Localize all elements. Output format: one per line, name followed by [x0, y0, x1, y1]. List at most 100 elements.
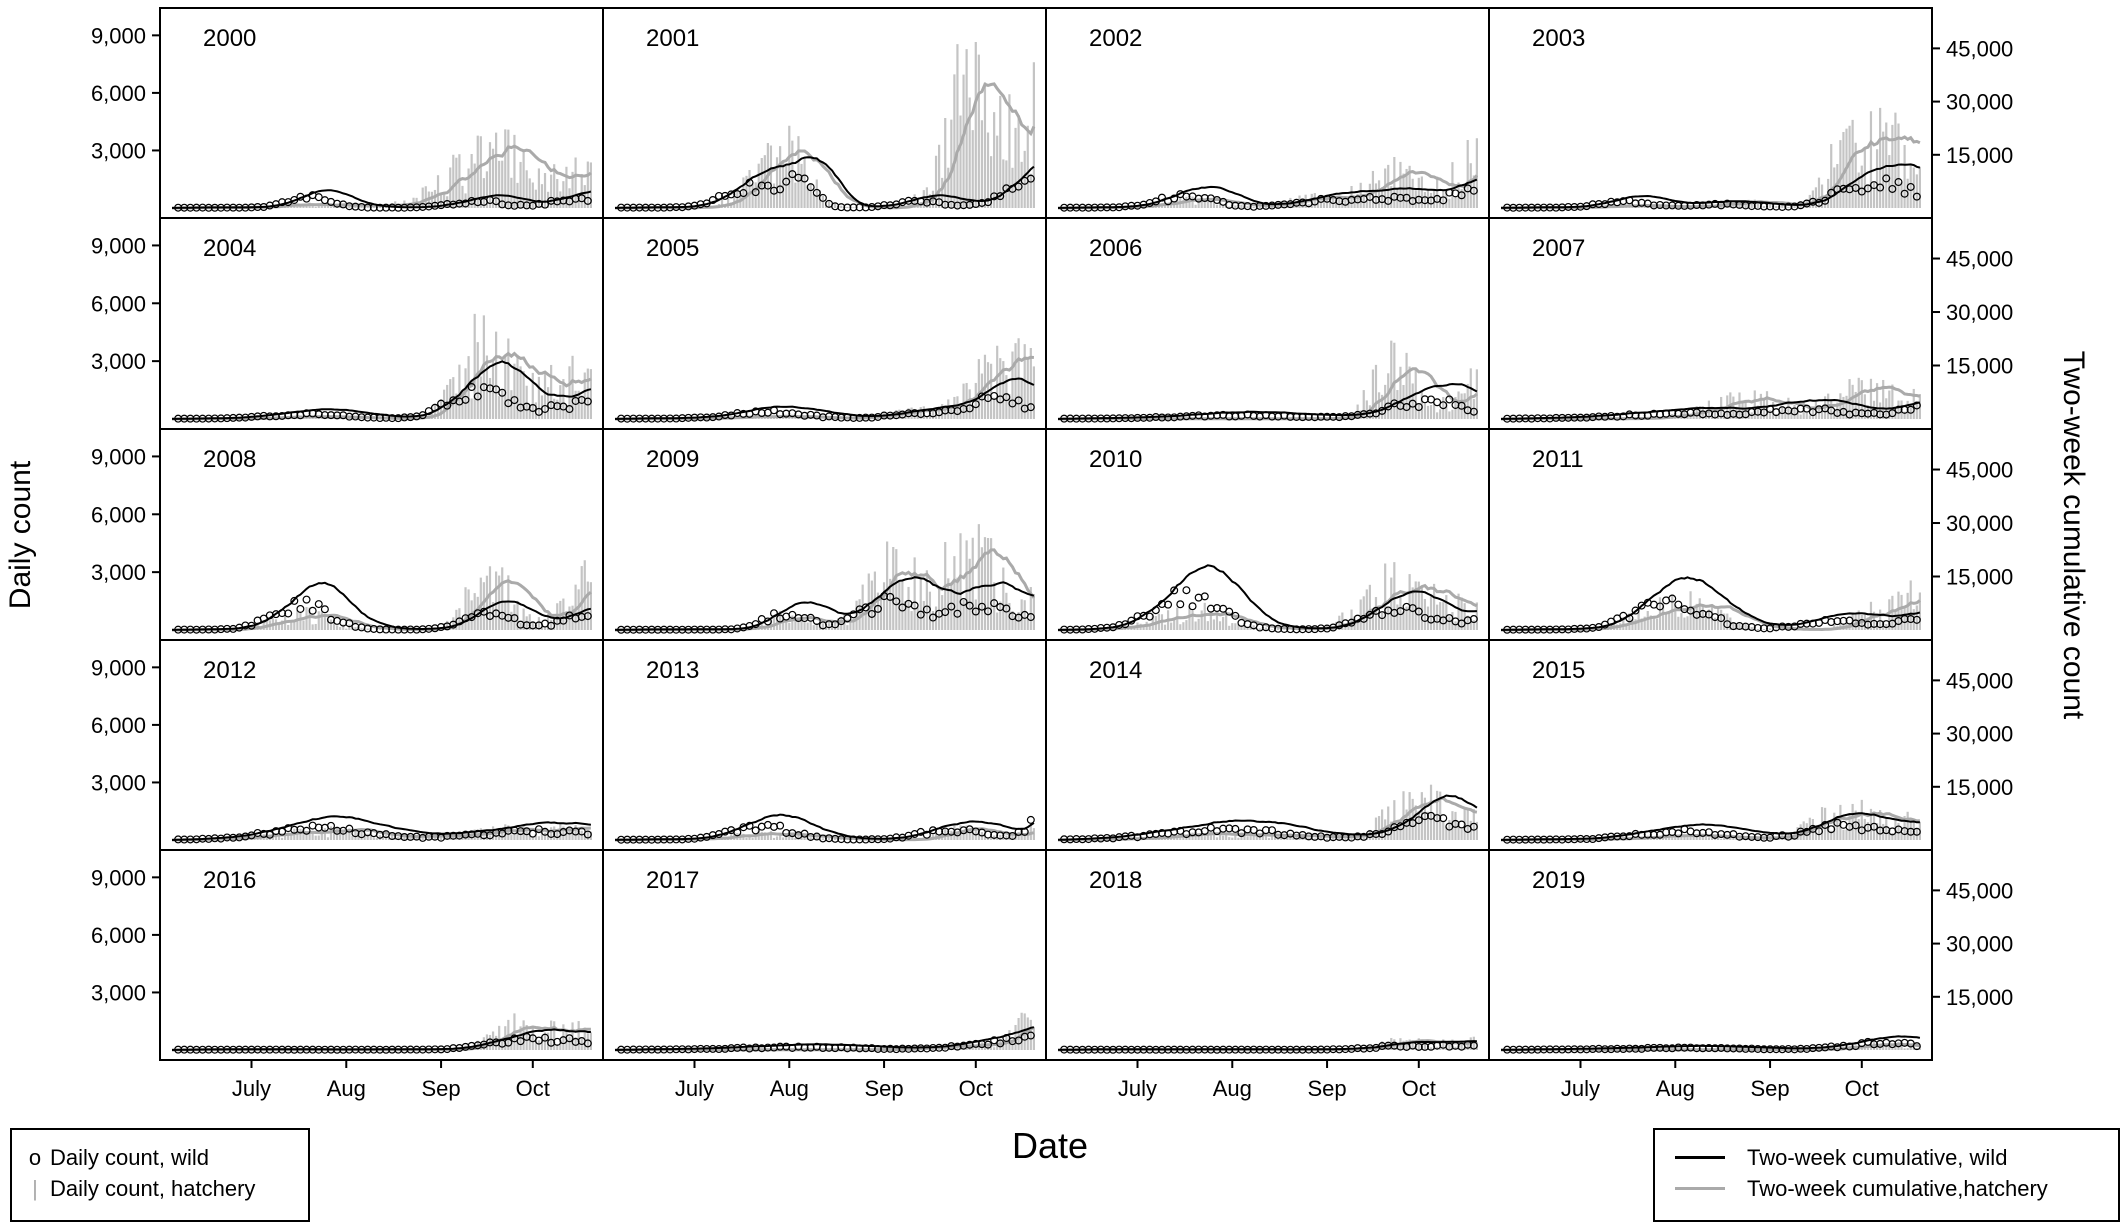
- wild-point: [223, 833, 232, 842]
- wild-point: [855, 835, 864, 844]
- wild-point: [1759, 408, 1768, 417]
- wild-point: [345, 619, 354, 628]
- wild-point: [400, 1045, 409, 1054]
- wild-point: [473, 1041, 482, 1050]
- wild-point: [510, 614, 519, 623]
- wild-point: [1090, 624, 1099, 633]
- wild-point: [898, 603, 907, 612]
- wild-point: [617, 203, 626, 212]
- wild-point: [1796, 1044, 1805, 1053]
- wild-point: [1588, 413, 1597, 422]
- wild-point: [1686, 606, 1695, 615]
- wild-point: [583, 612, 592, 621]
- wild-point: [647, 625, 656, 634]
- wild-point: [1772, 831, 1781, 840]
- wild-point: [1170, 827, 1179, 836]
- wild-point: [1607, 197, 1616, 206]
- wild-point: [800, 829, 809, 838]
- wild-point: [635, 414, 644, 423]
- wild-point: [1900, 1038, 1909, 1047]
- legend-label-hatchery-daily: Daily count, hatchery: [50, 1175, 256, 1201]
- y2-tick-label: 15,000: [1946, 985, 2013, 1010]
- wild-point: [1558, 1045, 1567, 1054]
- wild-point: [1469, 615, 1478, 624]
- wild-point: [479, 607, 488, 616]
- wild-point: [547, 621, 556, 630]
- wild-point: [553, 402, 562, 411]
- wild-point: [326, 821, 335, 830]
- wild-point: [653, 414, 662, 423]
- wild-point: [714, 191, 723, 200]
- wild-point: [1600, 1045, 1609, 1054]
- wild-point: [1827, 188, 1836, 197]
- wild-point: [1870, 1040, 1879, 1049]
- wild-point: [647, 414, 656, 423]
- wild-point: [504, 399, 513, 408]
- wild-point: [1772, 623, 1781, 632]
- wild-point: [910, 601, 919, 610]
- wild-point: [849, 413, 858, 422]
- wild-point: [1643, 1043, 1652, 1052]
- panel-year-label: 2006: [1089, 235, 1142, 262]
- wild-point: [641, 625, 650, 634]
- wild-point: [843, 413, 852, 422]
- wild-point: [647, 1045, 656, 1054]
- wild-point: [180, 1045, 189, 1054]
- wild-point: [1711, 1044, 1720, 1053]
- wild-point: [369, 203, 378, 212]
- wild-point: [1237, 829, 1246, 838]
- wild-points-2016: [174, 1032, 592, 1054]
- wild-point: [216, 414, 225, 423]
- wild-point: [333, 411, 342, 420]
- wild-point: [553, 616, 562, 625]
- wild-point: [1631, 1044, 1640, 1053]
- x-tick-label: Aug: [1656, 1076, 1695, 1101]
- wild-point: [1170, 1045, 1179, 1054]
- wild-point: [1625, 1044, 1634, 1053]
- wild-point: [977, 1040, 986, 1049]
- wild-point: [855, 203, 864, 212]
- wild-point: [678, 414, 687, 423]
- wild-point: [1359, 614, 1368, 623]
- wild-point: [1814, 827, 1823, 836]
- wild-points-2000: [174, 191, 592, 212]
- y-tick-label: 3,000: [91, 980, 146, 1005]
- wild-point: [1127, 616, 1136, 625]
- wild-point: [812, 188, 821, 197]
- wild-point: [1115, 414, 1124, 423]
- wild-point: [1402, 193, 1411, 202]
- wild-point: [1026, 1031, 1035, 1040]
- wild-point: [1212, 604, 1221, 613]
- wild-point: [629, 203, 638, 212]
- y2-tick-label: 45,000: [1946, 458, 2013, 483]
- wild-point: [1545, 414, 1554, 423]
- wild-point: [935, 827, 944, 836]
- wild-point: [271, 827, 280, 836]
- wild-point: [174, 203, 183, 212]
- wild-point: [947, 1042, 956, 1051]
- wild-point: [1607, 1045, 1616, 1054]
- wild-point: [1533, 625, 1542, 634]
- x-tick-label: Oct: [516, 1076, 550, 1101]
- wild-point: [831, 413, 840, 422]
- wild-point: [672, 414, 681, 423]
- wild-point: [965, 200, 974, 209]
- wild-point: [400, 413, 409, 422]
- wild-point: [1533, 203, 1542, 212]
- wild-point: [1527, 203, 1536, 212]
- wild-point: [406, 625, 415, 634]
- wild-point: [769, 1043, 778, 1052]
- wild-point: [1588, 834, 1597, 843]
- wild-point: [825, 412, 834, 421]
- wild-point: [812, 616, 821, 625]
- wild-point: [1384, 827, 1393, 836]
- wild-point: [684, 1045, 693, 1054]
- y2-axis-title: Two-week cumulative count: [2057, 351, 2090, 720]
- wild-point: [1552, 1045, 1561, 1054]
- wild-point: [1225, 200, 1234, 209]
- y2-tick-label: 15,000: [1946, 143, 2013, 168]
- wild-point: [333, 1045, 342, 1054]
- panel-year-label: 2002: [1089, 25, 1142, 52]
- y2-tick-label: 45,000: [1946, 36, 2013, 61]
- wild-point: [1249, 202, 1258, 211]
